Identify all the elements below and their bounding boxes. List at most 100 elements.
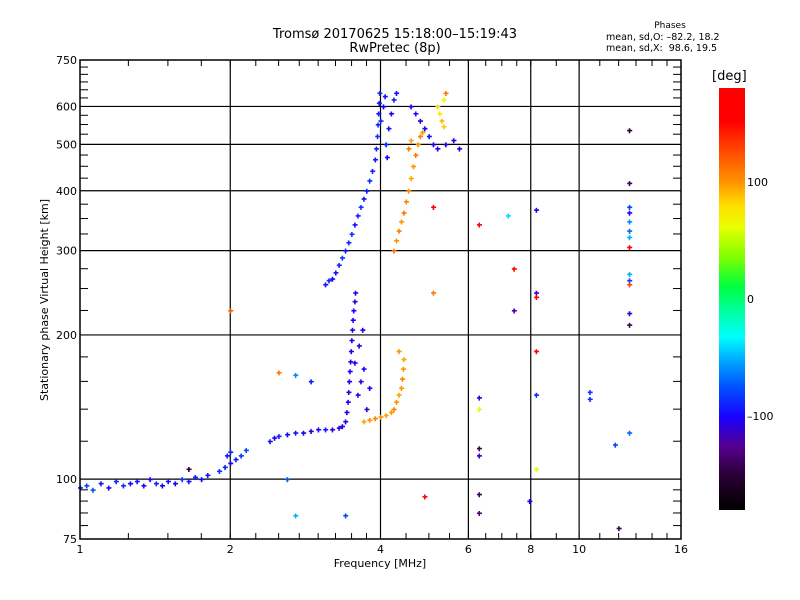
phases-title: Phases <box>654 21 686 31</box>
data-point <box>355 392 361 398</box>
data-point <box>316 427 322 433</box>
y-tick-labels: 75 100 200 300 400 500 600 750 <box>56 54 77 546</box>
data-point <box>534 467 540 473</box>
data-point <box>340 255 346 261</box>
data-point <box>285 432 291 438</box>
data-points <box>78 90 633 532</box>
data-point <box>199 477 205 483</box>
data-point <box>345 399 351 405</box>
data-point <box>106 485 112 491</box>
data-point <box>361 196 367 202</box>
data-point <box>627 282 633 288</box>
data-point <box>476 510 482 516</box>
data-point <box>408 104 414 110</box>
colorbar-tick-label: 0 <box>747 293 754 306</box>
data-point <box>401 210 407 216</box>
data-point <box>134 479 140 485</box>
data-point <box>399 219 405 225</box>
data-point <box>383 413 389 419</box>
data-point <box>352 360 358 366</box>
data-point <box>228 461 234 467</box>
data-point <box>389 410 395 416</box>
data-point <box>422 126 428 132</box>
data-point <box>382 94 388 100</box>
data-point <box>336 262 342 268</box>
data-point <box>394 90 400 96</box>
data-point <box>323 427 329 433</box>
phases-o-mode-stats: mean, sd,O: –82.2, 18.2 <box>606 32 720 43</box>
data-point <box>193 475 199 481</box>
data-point <box>121 483 127 489</box>
data-point <box>413 111 419 117</box>
chart-title: Tromsø 20170625 15:18:00–15:19:43 <box>272 27 518 42</box>
data-point <box>340 424 346 430</box>
data-point <box>406 146 412 152</box>
data-point <box>587 397 593 403</box>
data-point <box>394 399 400 405</box>
data-point <box>431 142 437 148</box>
colorbar-tick-label: 100 <box>747 176 768 189</box>
data-point <box>408 138 414 144</box>
data-point <box>511 266 517 272</box>
data-point <box>534 290 540 296</box>
x-tick-label: 4 <box>377 543 384 556</box>
data-point <box>186 479 192 485</box>
data-point <box>627 272 633 278</box>
data-point <box>276 370 282 376</box>
data-point <box>90 487 96 493</box>
y-tick-label: 400 <box>56 185 77 198</box>
data-point <box>411 164 417 170</box>
x-axis-label: Frequency [MHz] <box>334 557 426 570</box>
data-point <box>426 134 432 140</box>
data-point <box>205 473 211 479</box>
data-point <box>238 453 244 459</box>
data-point <box>375 122 381 128</box>
data-point <box>627 311 633 317</box>
data-point <box>141 483 147 489</box>
data-point <box>147 477 153 483</box>
data-point <box>505 213 511 219</box>
data-point <box>373 416 379 422</box>
data-point <box>293 372 299 378</box>
data-point <box>418 118 424 124</box>
data-point <box>228 449 234 455</box>
data-point <box>627 210 633 216</box>
colorbar-ticks: 100 0 –100 <box>747 176 774 423</box>
data-point <box>154 481 160 487</box>
data-point <box>476 222 482 228</box>
x-tick-label: 10 <box>572 543 586 556</box>
data-point <box>361 419 367 425</box>
data-point <box>418 134 424 140</box>
grid-lines <box>80 60 681 539</box>
data-point <box>336 425 342 431</box>
y-tick-label: 200 <box>56 329 77 342</box>
data-point <box>534 295 540 301</box>
data-point <box>165 479 171 485</box>
data-point <box>401 366 407 372</box>
data-point <box>293 513 299 519</box>
data-point <box>228 308 234 314</box>
data-point <box>358 204 364 210</box>
data-point <box>534 349 540 355</box>
data-point <box>374 146 380 152</box>
data-point <box>394 238 400 244</box>
data-point <box>399 385 405 391</box>
data-point <box>439 118 445 124</box>
data-point <box>172 481 178 487</box>
data-point <box>358 379 364 385</box>
data-point <box>511 308 517 314</box>
data-point <box>367 178 373 184</box>
data-point <box>383 142 389 148</box>
data-point <box>527 499 533 505</box>
data-point <box>308 429 314 435</box>
data-point <box>627 128 633 134</box>
y-tick-label: 300 <box>56 245 77 258</box>
y-tick-label: 75 <box>63 533 77 546</box>
x-tick-label: 1 <box>77 543 84 556</box>
data-point <box>346 240 352 246</box>
data-point <box>627 219 633 225</box>
data-point <box>352 222 358 228</box>
data-point <box>476 492 482 498</box>
data-point <box>323 282 329 288</box>
data-point <box>451 138 457 144</box>
